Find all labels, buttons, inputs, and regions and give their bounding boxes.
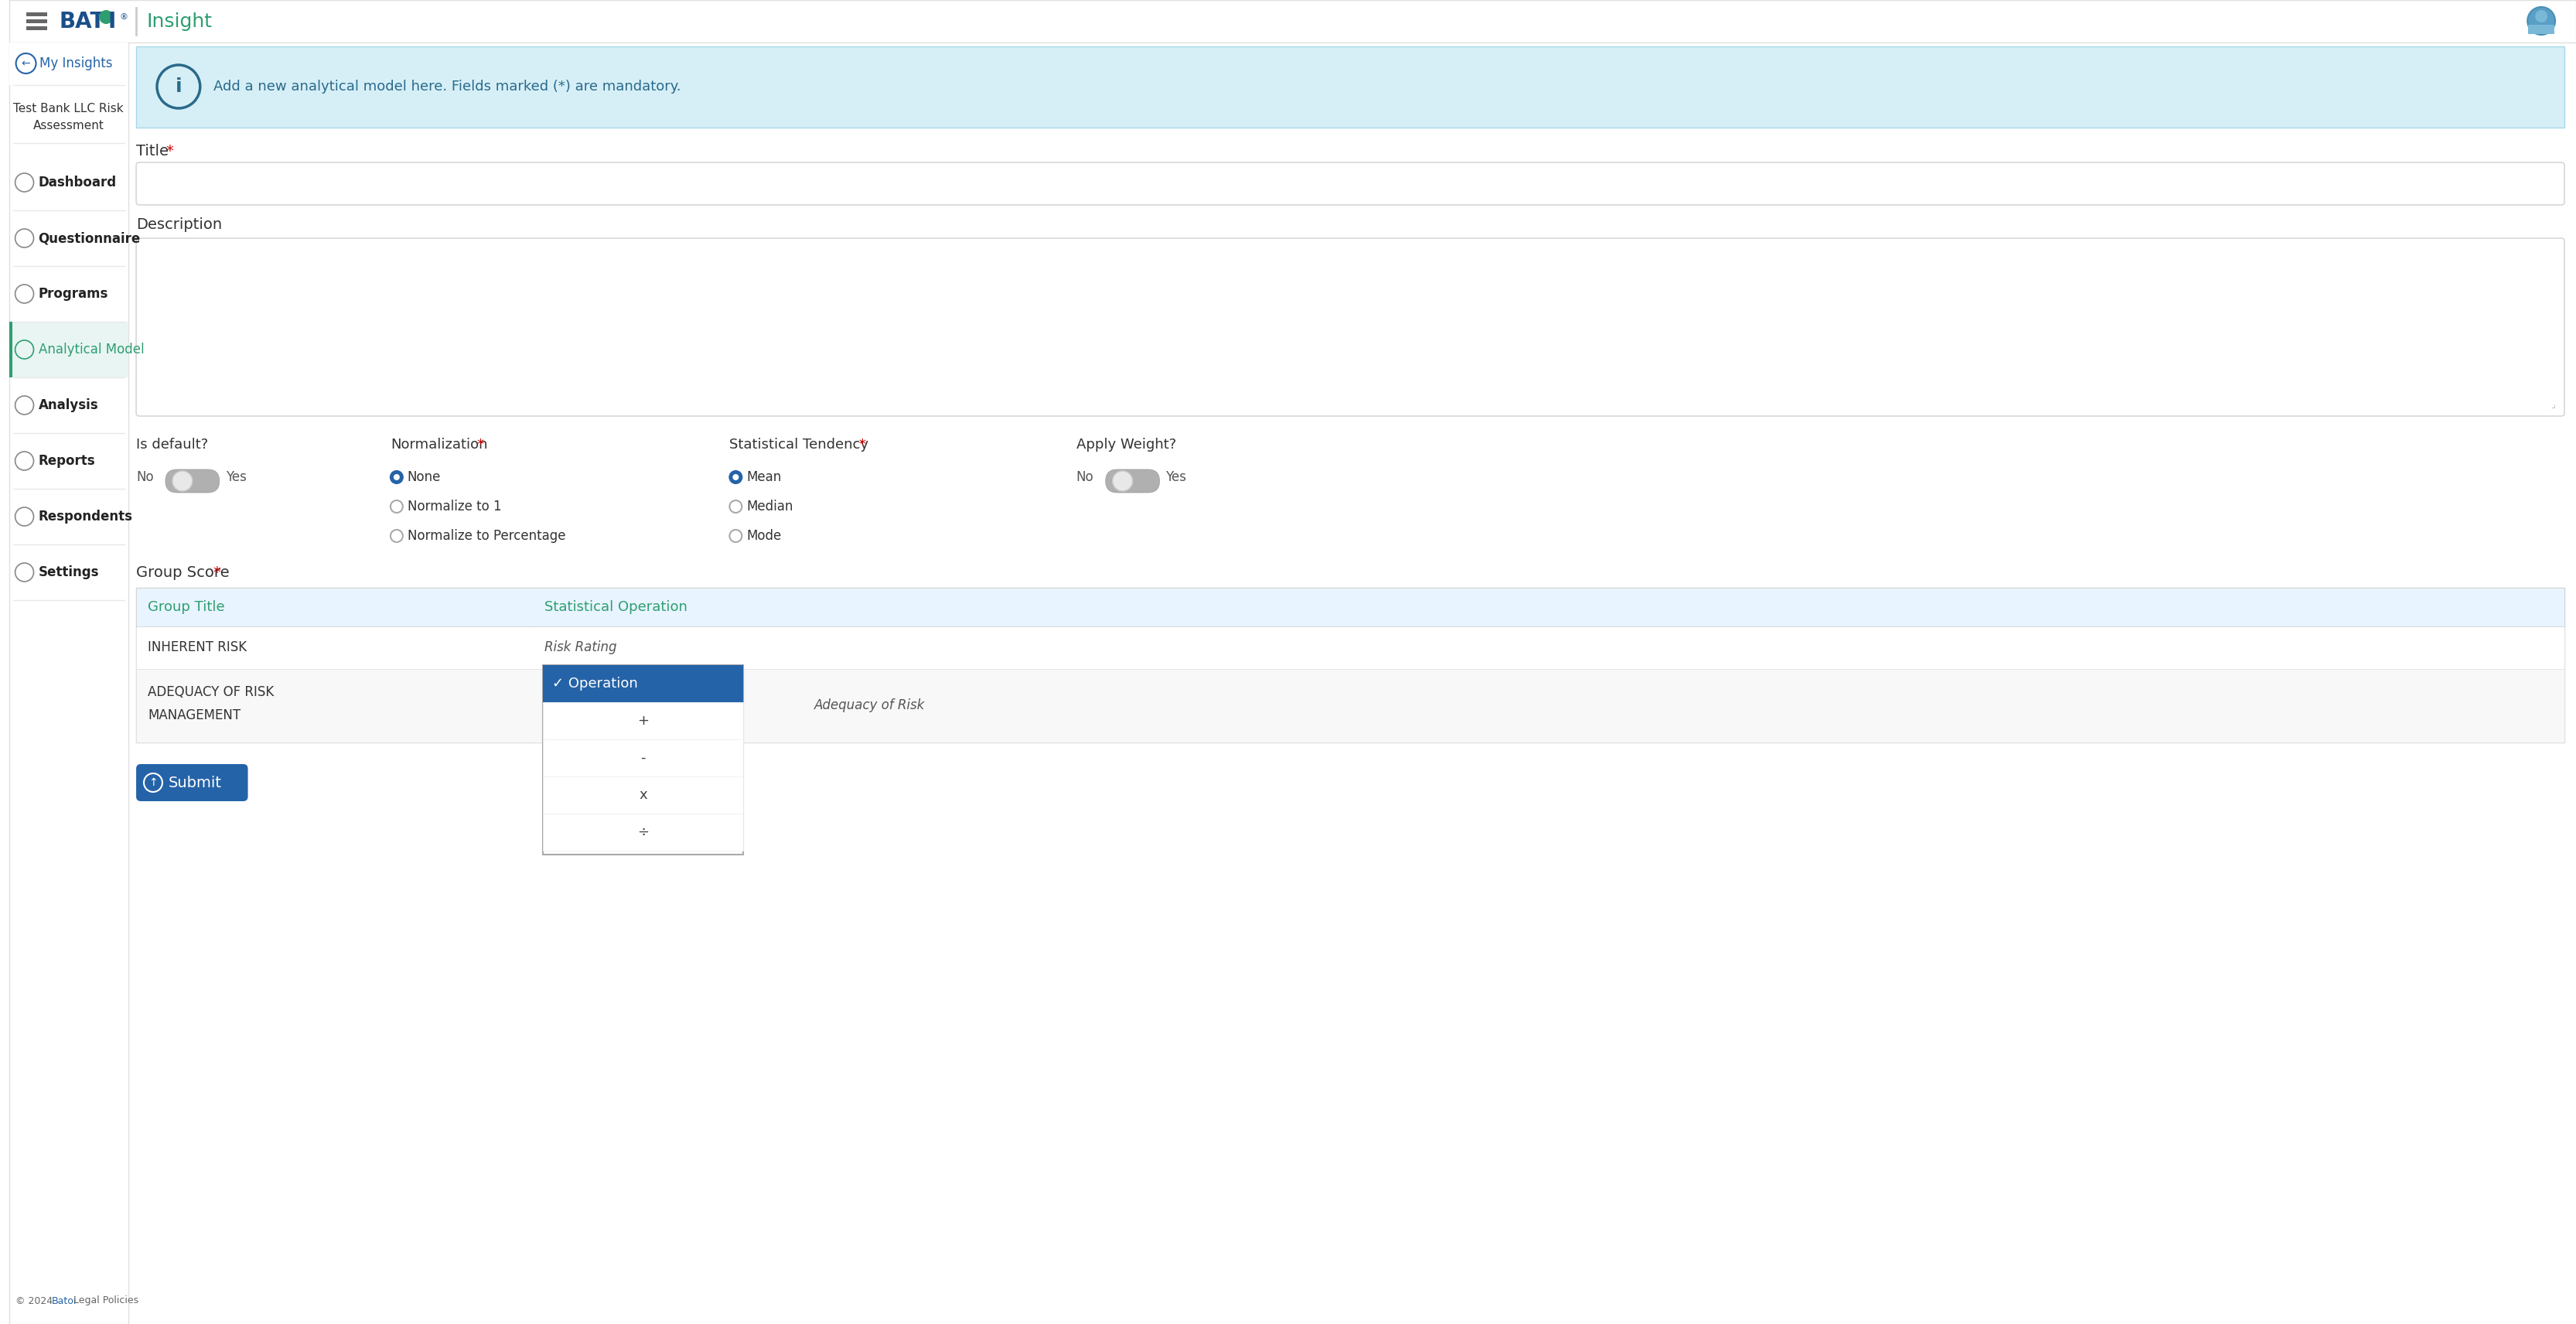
Text: Add a new analytical model here. Fields marked (*) are mandatory.: Add a new analytical model here. Fields … <box>214 79 680 94</box>
FancyBboxPatch shape <box>137 588 2566 743</box>
FancyBboxPatch shape <box>8 0 2576 42</box>
FancyBboxPatch shape <box>544 702 744 739</box>
Text: ÷: ÷ <box>636 825 649 839</box>
Circle shape <box>2535 11 2548 23</box>
Text: Normalization: Normalization <box>392 438 487 451</box>
FancyBboxPatch shape <box>137 163 2566 205</box>
Text: Normalize to Percentage: Normalize to Percentage <box>407 530 567 543</box>
Text: Apply Weight?: Apply Weight? <box>1077 438 1177 451</box>
Circle shape <box>732 474 739 481</box>
Text: Mean: Mean <box>747 470 781 485</box>
FancyBboxPatch shape <box>8 0 2576 1324</box>
FancyBboxPatch shape <box>137 764 247 801</box>
Text: -: - <box>641 751 647 765</box>
Text: Median: Median <box>747 499 793 514</box>
FancyBboxPatch shape <box>544 665 744 854</box>
Circle shape <box>729 471 742 483</box>
FancyBboxPatch shape <box>1105 470 1159 493</box>
Text: i: i <box>175 77 183 95</box>
FancyBboxPatch shape <box>8 42 129 1324</box>
FancyBboxPatch shape <box>544 813 744 851</box>
FancyBboxPatch shape <box>26 26 46 30</box>
FancyBboxPatch shape <box>26 12 46 16</box>
Text: *: * <box>214 565 222 580</box>
Text: None: None <box>407 470 440 485</box>
FancyBboxPatch shape <box>8 322 129 377</box>
Circle shape <box>173 471 193 491</box>
FancyBboxPatch shape <box>137 588 2566 626</box>
FancyBboxPatch shape <box>544 776 744 813</box>
Text: *: * <box>165 143 173 158</box>
Text: No: No <box>137 470 155 485</box>
Circle shape <box>392 500 402 512</box>
Text: INHERENT RISK: INHERENT RISK <box>147 641 247 654</box>
Text: Description: Description <box>137 217 222 232</box>
Text: ↑: ↑ <box>149 777 157 788</box>
Text: Test Bank LLC Risk: Test Bank LLC Risk <box>13 102 124 114</box>
Text: Insight: Insight <box>147 12 211 30</box>
Circle shape <box>98 11 113 24</box>
Text: Batoi: Batoi <box>52 1296 77 1305</box>
Text: ADEQUACY OF RISK: ADEQUACY OF RISK <box>147 686 273 699</box>
Text: I: I <box>108 11 116 33</box>
Text: My Insights: My Insights <box>39 57 113 70</box>
Circle shape <box>2527 7 2555 34</box>
Text: Adequacy of Risk: Adequacy of Risk <box>814 698 925 712</box>
Text: +: + <box>636 714 649 728</box>
Text: *: * <box>477 438 484 451</box>
Text: Is default?: Is default? <box>137 438 209 451</box>
Text: Reports: Reports <box>39 454 95 467</box>
Text: Analytical Model: Analytical Model <box>39 343 144 356</box>
Text: Mode: Mode <box>747 530 781 543</box>
Text: Normalize to 1: Normalize to 1 <box>407 499 502 514</box>
Text: Group Title: Group Title <box>147 600 224 614</box>
Circle shape <box>729 500 742 512</box>
FancyBboxPatch shape <box>26 20 46 24</box>
FancyBboxPatch shape <box>544 739 744 776</box>
FancyBboxPatch shape <box>137 238 2566 416</box>
Text: ®: ® <box>118 13 129 21</box>
Text: *: * <box>858 438 866 451</box>
Text: Statistical Operation: Statistical Operation <box>544 600 688 614</box>
Text: Yes: Yes <box>1167 470 1188 485</box>
Text: Group Score: Group Score <box>137 565 229 580</box>
FancyBboxPatch shape <box>2527 25 2555 34</box>
Text: Title: Title <box>137 143 167 158</box>
Circle shape <box>392 471 402 483</box>
Text: Questionnaire: Questionnaire <box>39 232 142 245</box>
Text: Yes: Yes <box>227 470 247 485</box>
Text: BAT: BAT <box>59 11 106 33</box>
Text: Submit: Submit <box>167 776 222 790</box>
Text: ←: ← <box>21 58 31 69</box>
Circle shape <box>103 13 111 21</box>
Text: x: x <box>639 788 647 802</box>
Circle shape <box>729 530 742 542</box>
FancyBboxPatch shape <box>544 665 744 702</box>
Text: Statistical Tendency: Statistical Tendency <box>729 438 868 451</box>
FancyBboxPatch shape <box>8 322 13 377</box>
FancyBboxPatch shape <box>137 669 2566 743</box>
Text: Respondents: Respondents <box>39 510 131 523</box>
FancyBboxPatch shape <box>137 46 2566 127</box>
Circle shape <box>392 530 402 542</box>
Text: ⌟: ⌟ <box>2550 400 2555 410</box>
Text: Settings: Settings <box>39 565 98 580</box>
Circle shape <box>1113 471 1133 491</box>
Text: Programs: Programs <box>39 287 108 301</box>
FancyBboxPatch shape <box>165 470 219 493</box>
Text: Risk Rating: Risk Rating <box>544 698 616 712</box>
Text: Legal Policies: Legal Policies <box>70 1296 139 1305</box>
Text: ✓ Operation: ✓ Operation <box>551 677 639 691</box>
Text: Risk Rating: Risk Rating <box>544 641 616 654</box>
FancyBboxPatch shape <box>8 42 129 85</box>
Circle shape <box>394 474 399 481</box>
Text: Dashboard: Dashboard <box>39 176 116 189</box>
Text: Analysis: Analysis <box>39 399 98 412</box>
Text: Assessment: Assessment <box>33 119 103 131</box>
Text: No: No <box>1077 470 1095 485</box>
Text: MANAGEMENT: MANAGEMENT <box>147 708 240 723</box>
Text: © 2024: © 2024 <box>15 1296 57 1305</box>
FancyBboxPatch shape <box>137 626 2566 669</box>
